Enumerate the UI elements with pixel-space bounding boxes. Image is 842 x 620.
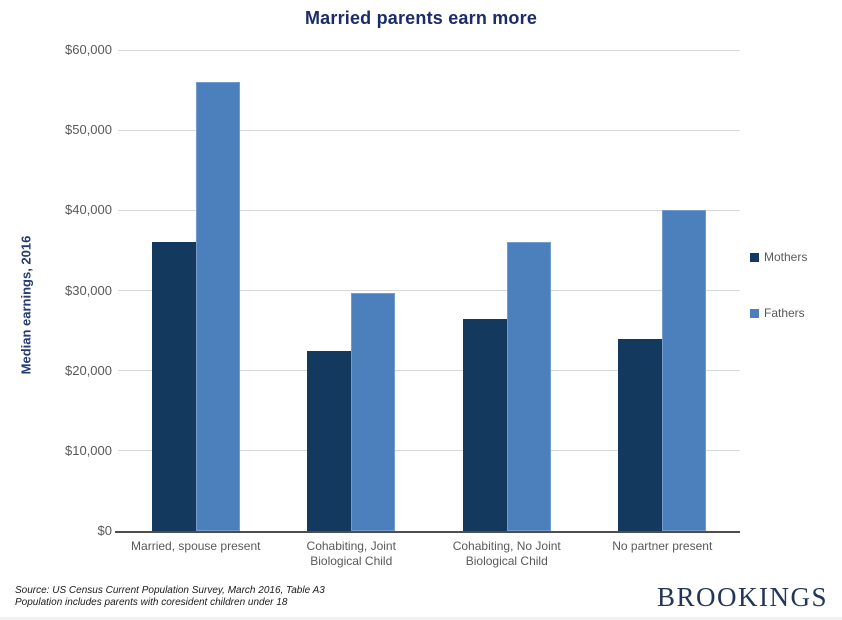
bar-fathers-2	[351, 292, 396, 531]
brookings-logo: BROOKINGS	[656, 582, 828, 612]
y-tick-label: $0	[97, 523, 112, 538]
bar-fathers-4	[662, 210, 707, 531]
gridline-10000	[118, 450, 740, 452]
legend-item-fathers: Fathers	[750, 306, 805, 320]
category-label-line: Biological Child	[465, 554, 548, 568]
legend-swatch-fathers	[750, 309, 759, 318]
bar-mothers-3	[462, 319, 507, 531]
category-label-1: Married, spouse present	[101, 539, 291, 554]
y-tick-label: $60,000	[65, 42, 112, 57]
bar-mothers-2	[307, 351, 352, 531]
legend-label: Mothers	[764, 250, 808, 264]
category-label-line: Cohabiting, No Joint	[452, 539, 561, 553]
category-label-4: No partner present	[567, 539, 757, 554]
category-label-2: Cohabiting, Joint Biological Child	[256, 539, 446, 569]
gridline-40000	[118, 209, 740, 211]
category-label-3: Cohabiting, No Joint Biological Child	[412, 539, 602, 569]
bar-fathers-1	[195, 82, 240, 531]
y-tick-label: $30,000	[65, 282, 112, 298]
source-line-2: Population includes parents with coresid…	[15, 597, 288, 608]
y-axis-title: Median earnings, 2016	[18, 235, 34, 375]
legend-swatch-mothers	[750, 253, 759, 262]
source-note: Source: US Census Current Population Sur…	[15, 585, 325, 609]
category-label-line: No partner present	[612, 539, 713, 553]
category-label-line: Biological Child	[310, 554, 393, 568]
category-label-line: Married, spouse present	[131, 539, 261, 553]
bar-mothers-4	[618, 338, 663, 531]
gridline-60000	[118, 49, 740, 51]
x-axis-line	[115, 531, 740, 533]
bottom-strip	[0, 617, 842, 620]
y-tick-label: $50,000	[65, 122, 112, 138]
legend-item-mothers: Mothers	[750, 250, 807, 264]
y-tick-label: $20,000	[65, 362, 112, 378]
category-label-line: Cohabiting, Joint	[306, 539, 396, 553]
plot-area	[118, 49, 740, 531]
gridline-50000	[118, 129, 740, 131]
y-tick-label: $10,000	[65, 442, 112, 458]
y-tick-label: $40,000	[65, 202, 112, 218]
source-line-1: Source: US Census Current Population Sur…	[15, 585, 325, 596]
bar-mothers-1	[151, 242, 196, 531]
legend-label: Fathers	[764, 306, 805, 320]
bar-fathers-3	[506, 242, 551, 531]
chart-title: Married parents earn more	[304, 8, 538, 28]
gridline-20000	[118, 370, 740, 372]
gridline-30000	[118, 290, 740, 291]
